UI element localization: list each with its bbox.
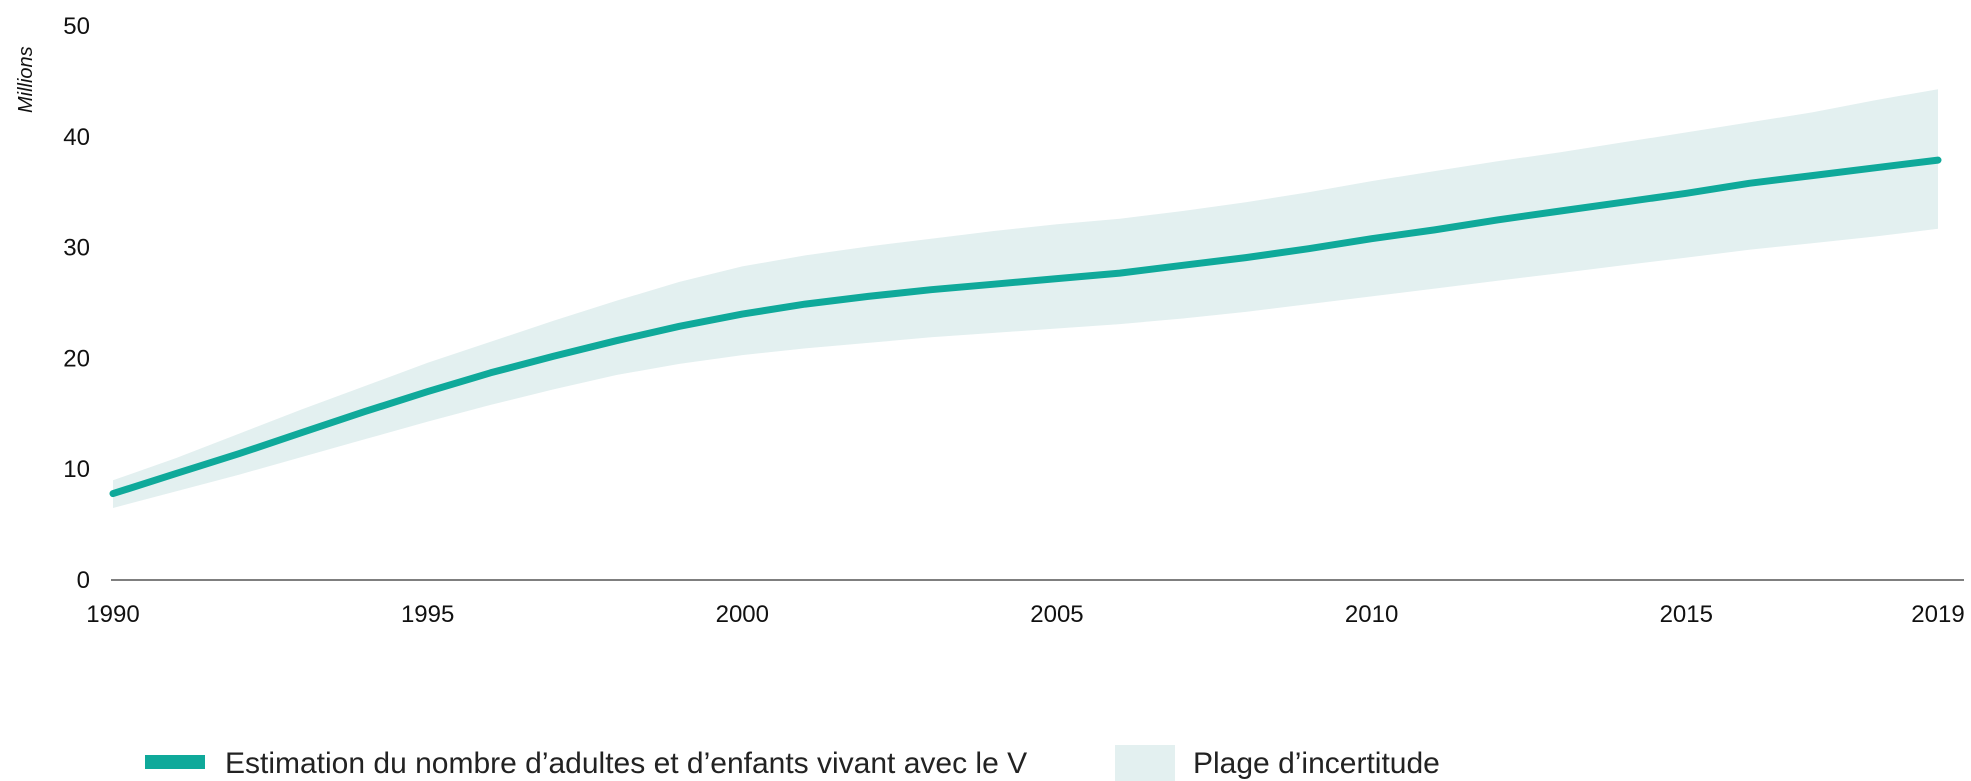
x-tick-label: 2000 bbox=[716, 601, 769, 628]
y-tick-label: 0 bbox=[77, 567, 90, 594]
y-tick-label: 30 bbox=[63, 235, 90, 262]
y-tick-label: 50 bbox=[63, 13, 90, 40]
x-tick-label: 1995 bbox=[401, 601, 454, 628]
legend-label-uncertainty: Plage d’incertitude bbox=[1193, 747, 1440, 780]
estimate-line bbox=[109, 156, 1942, 498]
uncertainty-band bbox=[113, 89, 1938, 508]
legend-band-swatch bbox=[1115, 745, 1175, 781]
legend-label-estimate: Estimation du nombre d’adultes et d’enfa… bbox=[225, 747, 1027, 780]
tick-labels-layer: 1990 1995 2000 2005 2010 2015 2019 0 10 20 30 40 50 M… bbox=[15, 13, 1965, 628]
x-tick-label: 2010 bbox=[1345, 601, 1398, 628]
x-tick-label: 2019 bbox=[1911, 601, 1964, 628]
legend: Estimation du nombre d’adultes et d’enfa… bbox=[145, 745, 1440, 781]
x-tick-label: 1990 bbox=[86, 601, 139, 628]
uncertainty-band-layer bbox=[113, 89, 1938, 508]
y-tick-label: 40 bbox=[63, 124, 90, 151]
y-tick-label: 10 bbox=[63, 456, 90, 483]
y-axis-title: Millions bbox=[15, 46, 37, 113]
estimate-line-layer bbox=[109, 156, 1942, 498]
y-tick-label: 20 bbox=[63, 345, 90, 372]
legend-line-swatch bbox=[145, 755, 205, 769]
x-tick-label: 2015 bbox=[1660, 601, 1713, 628]
x-tick-label: 2005 bbox=[1030, 601, 1083, 628]
